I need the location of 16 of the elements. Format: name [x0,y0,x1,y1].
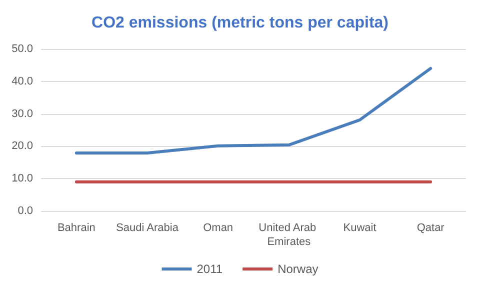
x-tick-label: Saudi Arabia [116,222,180,234]
x-tick-label: Bahrain [57,222,96,234]
y-tick-label: 0.0 [18,205,33,217]
chart-title: CO2 emissions (metric tons per capita) [92,14,388,32]
y-tick-label: 50.0 [12,43,33,55]
line-series [74,66,432,155]
y-tick-label: 20.0 [12,140,33,152]
y-tick-label: 10.0 [12,172,33,185]
x-tick-label: Oman [203,222,234,234]
legend-label: Norway [278,262,318,276]
y-tick-label: 40.0 [12,75,33,88]
legend-label: 2011 [196,262,223,276]
x-tick-label: Qatar [416,222,445,234]
y-tick-label: 30.0 [12,108,33,120]
x-tick-label: United Arab Emirates [258,222,320,248]
x-tick-label: Kuwait [343,222,376,234]
